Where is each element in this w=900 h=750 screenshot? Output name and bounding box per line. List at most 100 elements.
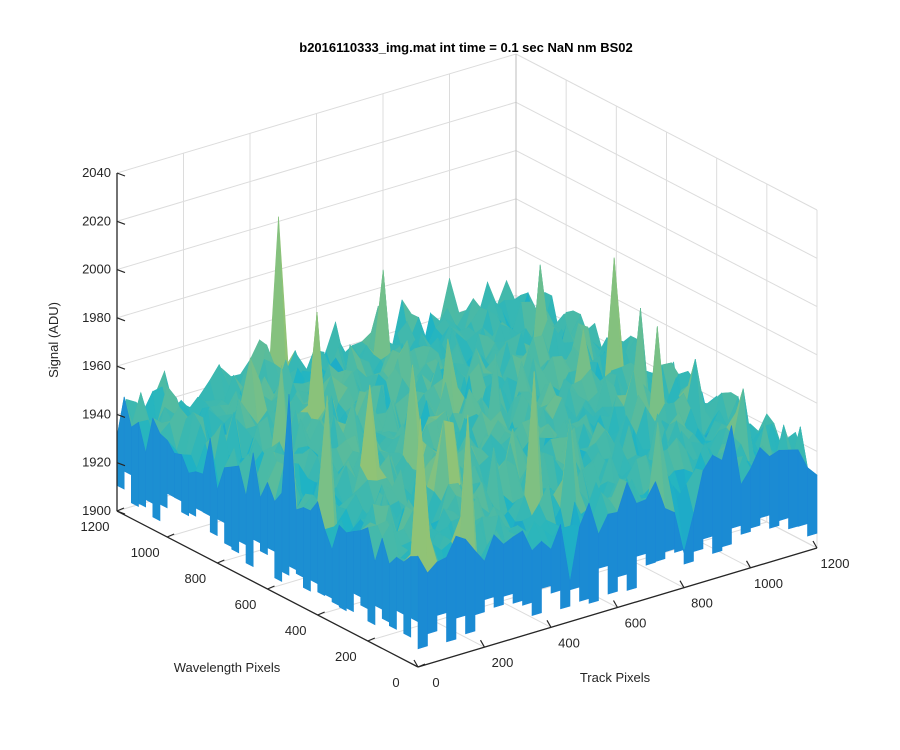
surface-skirt (588, 502, 599, 604)
surface-plot (116, 216, 818, 650)
surface-skirt (417, 555, 428, 650)
z-tick-label: 1940 (82, 406, 111, 421)
surface-skirt (224, 466, 232, 548)
surface-skirt (410, 556, 419, 623)
y-tick-label: 400 (285, 623, 307, 638)
surface-skirt (645, 481, 656, 566)
surface-skirt (636, 499, 647, 557)
surface-skirt (655, 481, 666, 563)
surface-skirt (360, 527, 369, 610)
grid-line (515, 246, 818, 404)
z-tick-label: 2020 (82, 213, 111, 228)
surface-skirt (310, 500, 319, 585)
surface-skirt (778, 449, 789, 522)
grid-line (116, 198, 517, 319)
y-tick-label: 800 (184, 571, 206, 586)
surface-skirt (188, 471, 197, 517)
surface-skirt (769, 449, 780, 529)
surface-skirt (181, 454, 189, 517)
chart-title: b2016110333_img.mat int time = 0.1 sec N… (299, 40, 632, 55)
surface-skirt (788, 449, 799, 530)
surface-skirt (195, 471, 204, 513)
surface-skirt (345, 531, 354, 613)
surface-skirt (388, 556, 397, 630)
z-tick (116, 269, 126, 274)
x-tick-label: 1000 (754, 576, 783, 591)
z-tick-label: 1980 (82, 310, 111, 325)
grid-line (515, 150, 818, 308)
y-tick-label: 600 (235, 597, 257, 612)
surface-skirt (159, 433, 168, 509)
surface-skirt (683, 514, 694, 565)
surface-skirt (721, 425, 732, 548)
surface-skirt (807, 466, 818, 537)
surface-skirt (338, 524, 347, 612)
grid-line (515, 53, 818, 211)
surface-skirt (367, 527, 376, 626)
z-tick (116, 510, 126, 515)
surface-skirt (750, 447, 761, 529)
surface-skirt (664, 507, 675, 553)
surface-skirt (116, 396, 125, 490)
x-tick-label: 1200 (821, 556, 850, 571)
surface-skirt (712, 454, 723, 554)
x-tick (546, 620, 552, 628)
y-tick-label: 1200 (81, 519, 110, 534)
surface-skirt (231, 465, 240, 554)
y-tick (367, 637, 376, 642)
surface-skirt (446, 536, 457, 643)
surface-skirt (381, 538, 390, 623)
z-tick-label: 2040 (82, 165, 111, 180)
grid-line (116, 101, 517, 222)
x-tick-label: 0 (432, 675, 439, 690)
surface-skirt (131, 421, 139, 507)
surface-skirt (474, 549, 485, 616)
y-tick (267, 585, 275, 590)
surface-skirt (353, 530, 362, 598)
x-tick-label: 600 (625, 616, 647, 631)
y-tick (116, 507, 125, 512)
z-tick (116, 462, 126, 467)
x-tick (745, 560, 752, 569)
x-axis-label: Track Pixels (580, 670, 651, 685)
surface-skirt (674, 512, 685, 553)
y-tick (166, 533, 175, 538)
surface-skirt (759, 446, 770, 519)
surface-skirt (436, 556, 447, 616)
axes: 0 200 400 600 800 1000 1200 0 200 400 600 800 1000 12… (81, 165, 850, 690)
surface-skirt (331, 525, 340, 606)
z-tick-label: 1920 (82, 455, 111, 470)
surface-skirt (396, 556, 405, 615)
z-tick (116, 317, 126, 322)
surface-skirt (259, 482, 268, 556)
x-tick (413, 659, 419, 668)
grid-line (116, 150, 517, 271)
surface-skirt (427, 561, 438, 635)
y-tick (317, 611, 325, 616)
grid-line (116, 246, 517, 367)
x-tick-label: 800 (691, 596, 713, 611)
surface-skirt (274, 492, 283, 582)
grid-line (116, 53, 517, 174)
y-tick-label: 1000 (131, 545, 160, 560)
y-tick-label: 200 (335, 649, 357, 664)
z-axis-label: Signal (ADU) (46, 302, 61, 378)
surface-skirt (403, 555, 412, 638)
surface-skirt (531, 540, 542, 617)
x-tick (679, 580, 685, 588)
z-tick (116, 413, 126, 418)
y-tick-label: 0 (392, 675, 399, 690)
grid-line (515, 101, 818, 259)
y-axis-label: Wavelength Pixels (174, 660, 281, 675)
surface-skirt (607, 511, 618, 595)
grid-line (515, 198, 818, 356)
surface-skirt (209, 438, 218, 537)
surface-skirt (295, 507, 304, 578)
y-tick (417, 663, 426, 668)
z-tick-label: 1960 (82, 358, 111, 373)
surface-skirt (493, 534, 504, 608)
surface-skirt (465, 538, 476, 635)
surface-skirt (317, 501, 326, 597)
x-tick (479, 639, 486, 648)
